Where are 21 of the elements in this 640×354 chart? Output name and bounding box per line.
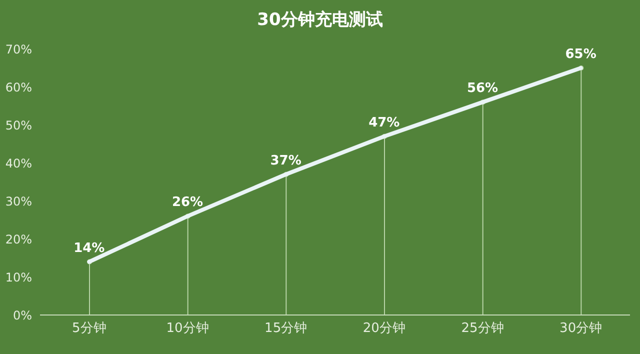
y-tick-label: 10%	[5, 270, 32, 284]
y-tick-label: 50%	[5, 118, 32, 132]
y-tick-label: 70%	[5, 42, 32, 56]
data-label: 26%	[172, 195, 204, 210]
x-tick-label: 15分钟	[264, 321, 308, 336]
y-tick-label: 20%	[5, 232, 32, 246]
x-tick-label: 30分钟	[560, 321, 602, 336]
y-tick-label: 40%	[5, 156, 32, 170]
y-tick-label: 60%	[5, 80, 32, 94]
x-tick-label: 5分钟	[72, 321, 106, 336]
y-tick-label: 30%	[5, 194, 32, 208]
y-tick-label: 0%	[12, 308, 32, 322]
data-label: 65%	[565, 47, 596, 62]
data-label: 47%	[368, 115, 400, 130]
x-tick-label: 25分钟	[461, 321, 504, 336]
x-tick-label: 20分钟	[362, 321, 406, 336]
data-label: 14%	[74, 240, 105, 256]
data-label: 37%	[270, 153, 302, 168]
data-label: 56%	[466, 81, 498, 96]
chart-title: 30分钟充电测试	[256, 9, 384, 31]
x-tick-label: 10分钟	[166, 321, 209, 336]
